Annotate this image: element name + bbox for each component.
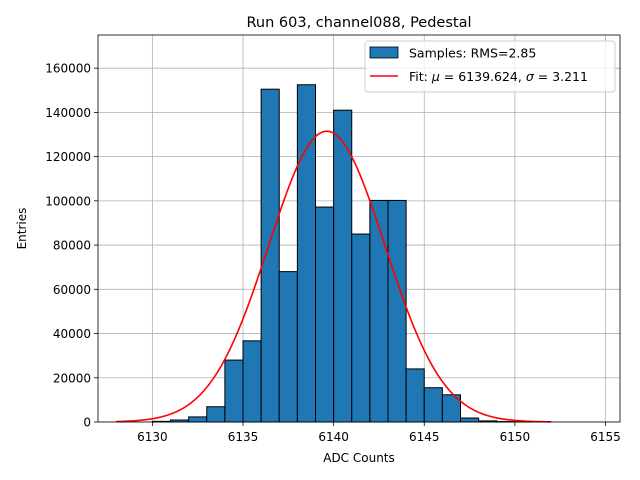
y-axis-label: Entries xyxy=(15,208,29,250)
grid-lines xyxy=(98,35,620,423)
x-tick-label: 6140 xyxy=(318,430,349,444)
y-tick-label: 0 xyxy=(83,416,91,430)
plot-frame xyxy=(97,34,621,423)
legend: Samples: RMS=2.85 Fit: μ = 6139.624, σ =… xyxy=(364,40,616,93)
histogram-bar xyxy=(387,199,407,423)
histogram-bar xyxy=(369,199,389,423)
y-tick-label: 60000 xyxy=(53,283,91,297)
y-tick-label: 120000 xyxy=(45,150,91,164)
histogram-bars xyxy=(151,84,534,423)
legend-fit-mu-symbol: μ xyxy=(431,69,440,84)
histogram-bar xyxy=(315,206,335,423)
histogram-bar xyxy=(405,368,425,423)
legend-label-fit: Fit: μ = 6139.624, σ = 3.211 xyxy=(409,69,588,84)
histogram-bar xyxy=(188,416,208,423)
x-tick-label: 6130 xyxy=(137,430,168,444)
legend-fit-sigma-symbol: σ xyxy=(526,69,535,84)
gaussian-fit-curve xyxy=(116,130,552,423)
x-axis-ticks: 6130 6135 6140 6145 6150 6155 xyxy=(137,422,621,444)
x-tick-label: 6155 xyxy=(590,430,621,444)
legend-box xyxy=(364,40,616,93)
histogram-bar xyxy=(224,359,244,423)
legend-fit-prefix: Fit: xyxy=(409,69,432,84)
x-tick-label: 6150 xyxy=(500,430,531,444)
legend-label-samples: Samples: RMS=2.85 xyxy=(409,46,536,61)
chart-title: Run 603, channel088, Pedestal xyxy=(246,15,471,31)
x-axis-label: ADC Counts xyxy=(323,451,395,465)
histogram-bar xyxy=(278,271,298,423)
y-tick-label: 20000 xyxy=(53,371,91,385)
x-tick-label: 6145 xyxy=(409,430,440,444)
x-tick-label: 6135 xyxy=(228,430,259,444)
y-tick-label: 140000 xyxy=(45,106,91,120)
y-tick-label: 40000 xyxy=(53,327,91,341)
y-tick-label: 160000 xyxy=(45,62,91,76)
y-axis-ticks: 0 20000 40000 60000 80000 100000 120000 140000 1… xyxy=(45,62,98,430)
histogram-bar xyxy=(460,417,480,423)
histogram-bar xyxy=(333,109,353,423)
histogram-bar xyxy=(423,387,443,423)
legend-fit-sigma-value: = 3.211 xyxy=(534,69,588,84)
y-tick-label: 80000 xyxy=(53,239,91,253)
histogram-bar xyxy=(242,340,262,423)
histogram-bar xyxy=(351,233,371,423)
y-tick-label: 100000 xyxy=(45,194,91,208)
histogram-bar xyxy=(206,406,226,423)
legend-fit-mu-value: = 6139.624, xyxy=(440,69,526,84)
histogram-bar xyxy=(296,84,316,423)
legend-swatch-samples xyxy=(369,46,399,59)
histogram-bar xyxy=(260,88,280,423)
